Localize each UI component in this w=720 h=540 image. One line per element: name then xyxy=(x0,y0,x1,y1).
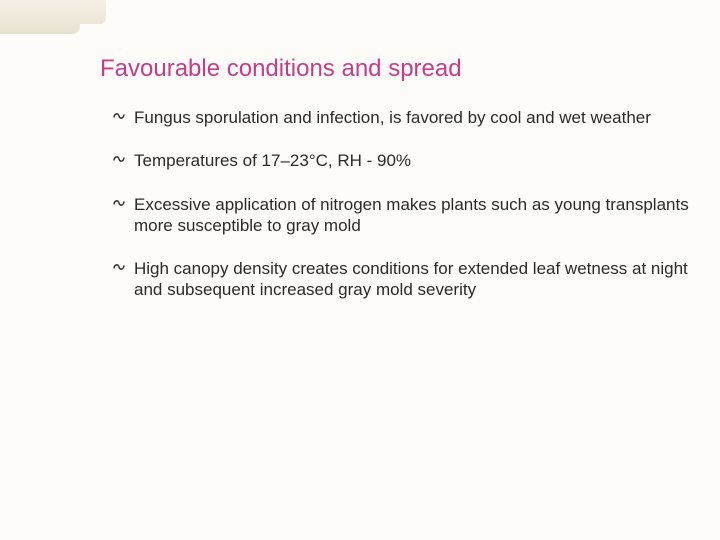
bullet-text: Temperatures of 17–23°C, RH - 90% xyxy=(134,151,411,170)
bullet-icon xyxy=(112,109,126,129)
bullet-list: Fungus sporulation and infection, is fav… xyxy=(100,107,690,301)
corner-decoration xyxy=(0,0,120,45)
slide-title: Favourable conditions and spread xyxy=(100,55,690,83)
list-item: Excessive application of nitrogen makes … xyxy=(112,194,690,237)
bullet-text: High canopy density creates conditions f… xyxy=(134,259,688,299)
bullet-text: Fungus sporulation and infection, is fav… xyxy=(134,108,651,127)
list-item: Fungus sporulation and infection, is fav… xyxy=(112,107,690,128)
list-item: High canopy density creates conditions f… xyxy=(112,258,690,301)
bullet-text: Excessive application of nitrogen makes … xyxy=(134,195,689,235)
bullet-icon xyxy=(112,196,126,216)
slide-content: Favourable conditions and spread Fungus … xyxy=(100,55,690,323)
bullet-icon xyxy=(112,260,126,280)
corner-bar-2 xyxy=(78,0,106,24)
list-item: Temperatures of 17–23°C, RH - 90% xyxy=(112,150,690,171)
corner-bar-1 xyxy=(0,0,80,34)
bullet-icon xyxy=(112,152,126,172)
